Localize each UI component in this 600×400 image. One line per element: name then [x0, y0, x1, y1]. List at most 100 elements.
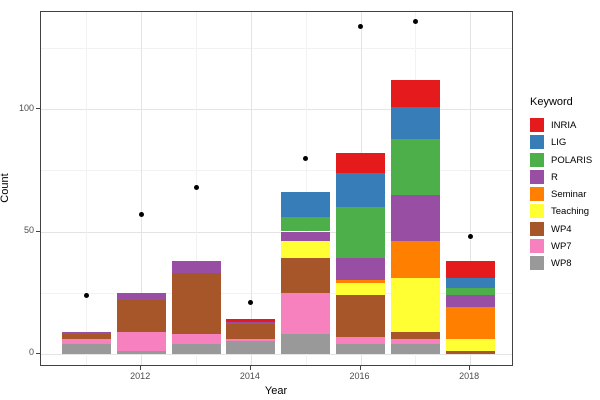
x-tick-label: 2018: [459, 371, 480, 381]
legend-item-wp8: WP8: [529, 255, 599, 272]
gridline-y-major: [41, 109, 512, 111]
bar-segment-lig-2016: [336, 172, 386, 208]
bar-segment-wp4-2012: [116, 299, 166, 332]
legend: Keyword INRIA LIG POLARIS R Seminar Teaching W…: [529, 96, 599, 273]
legend-item-r: R: [529, 169, 599, 186]
bar-segment-wp8-2011: [61, 343, 111, 354]
bar-segment-wp4-2018: [445, 351, 495, 354]
bar-segment-wp4-2013: [171, 273, 221, 335]
bar-segment-teaching-2016: [336, 282, 386, 296]
bar-segment-polaris-2015: [281, 216, 331, 232]
legend-swatch-polaris: [530, 152, 544, 167]
legend-label: Teaching: [551, 206, 590, 218]
y-tick-label: 0: [28, 347, 34, 358]
x-axis-title: Year: [264, 385, 288, 397]
bar-segment-r-2012: [116, 292, 166, 300]
data-point-2015: [303, 155, 309, 161]
plot-panel: [40, 11, 513, 366]
legend-label: WP4: [551, 223, 572, 235]
legend-item-inria: INRIA: [529, 117, 599, 134]
bar-segment-wp8-2017: [390, 343, 440, 354]
bar-segment-wp7-2014: [226, 339, 276, 342]
bar-segment-r-2014: [226, 321, 276, 325]
y-tick-mark: [36, 230, 40, 232]
legend-item-seminar: Seminar: [529, 186, 599, 203]
bar-segment-inria-2018: [445, 260, 495, 278]
legend-label: WP7: [551, 241, 572, 253]
bar-segment-r-2018: [445, 295, 495, 308]
x-tick-mark: [140, 366, 142, 370]
bar-segment-wp4-2011: [61, 334, 111, 340]
x-tick-mark: [469, 366, 471, 370]
x-tick-label: 2012: [130, 371, 151, 381]
bar-segment-polaris-2018: [445, 287, 495, 296]
legend-label: LIG: [551, 137, 567, 149]
bar-segment-r-2015: [281, 231, 331, 242]
legend-swatch-r: [530, 169, 544, 184]
bar-segment-seminar-2018: [445, 307, 495, 340]
bar-segment-lig-2018: [445, 277, 495, 288]
bar-segment-inria-2014: [226, 319, 276, 322]
gridline-y-minor: [41, 48, 512, 50]
gridline-x-minor: [305, 12, 307, 365]
data-point-2018: [467, 233, 473, 239]
bar-segment-wp8-2013: [171, 343, 221, 354]
bar-segment-wp4-2015: [281, 258, 331, 293]
bar-segment-polaris-2017: [390, 138, 440, 195]
legend-swatch-inria: [530, 118, 544, 132]
legend-label: POLARIS: [551, 154, 593, 166]
gridline-y-minor: [41, 292, 512, 294]
y-tick-mark: [36, 352, 40, 354]
bar-segment-inria-2016: [336, 153, 386, 173]
legend-items: INRIA LIG POLARIS R Seminar Teaching WP4 WP7 WP8: [529, 117, 599, 272]
legend-title: Keyword: [530, 96, 573, 108]
x-tick-label: 2014: [239, 371, 260, 381]
legend-swatch-seminar: [530, 187, 544, 202]
gridline-x-major: [141, 12, 143, 365]
legend-item-wp4: WP4: [529, 221, 599, 238]
legend-swatch-wp7: [530, 239, 544, 254]
bar-segment-wp7-2012: [116, 331, 166, 352]
bar-segment-seminar-2016: [336, 280, 386, 283]
legend-item-wp7: WP7: [529, 238, 599, 255]
legend-item-polaris: POLARIS: [529, 152, 599, 169]
y-tick-label: 50: [23, 225, 34, 235]
data-point-2017: [412, 18, 418, 24]
legend-label: R: [551, 171, 558, 183]
bar-segment-lig-2015: [281, 192, 331, 217]
legend-label: Seminar: [551, 189, 587, 201]
bar-segment-wp8-2012: [116, 351, 166, 354]
bar-segment-wp8-2014: [226, 341, 276, 354]
legend-swatch-teaching: [530, 204, 544, 219]
y-tick-label: 100: [18, 102, 34, 113]
gridline-x-major: [250, 12, 252, 365]
bar-segment-wp8-2015: [281, 334, 331, 354]
bar-segment-wp7-2016: [336, 336, 386, 344]
x-tick-mark: [249, 366, 251, 370]
x-tick-mark: [359, 366, 361, 370]
bar-segment-wp4-2016: [336, 295, 386, 337]
gridline-x-minor: [86, 12, 88, 365]
bar-segment-wp4-2014: [226, 324, 276, 340]
bar-segment-lig-2017: [390, 106, 440, 139]
bar-segment-polaris-2016: [336, 207, 386, 259]
bar-segment-wp7-2011: [61, 339, 111, 344]
data-point-2016: [358, 23, 364, 29]
gridline-y-minor: [41, 170, 512, 172]
bar-segment-wp7-2013: [171, 334, 221, 344]
bar-segment-seminar-2017: [390, 241, 440, 278]
bar-segment-inria-2017: [390, 79, 440, 107]
bar-segment-r-2016: [336, 258, 386, 281]
gridline-y-major: [41, 231, 512, 233]
legend-swatch-wp8: [530, 256, 544, 271]
bar-segment-wp7-2015: [281, 292, 331, 335]
bar-segment-wp4-2017: [390, 331, 440, 340]
bar-segment-teaching-2018: [445, 339, 495, 352]
data-point-2013: [193, 185, 199, 190]
legend-item-teaching: Teaching: [529, 203, 599, 220]
gridline-x-major: [470, 12, 472, 365]
x-tick-label: 2016: [349, 371, 370, 381]
legend-swatch-lig: [530, 135, 544, 150]
data-point-2011: [83, 292, 89, 298]
